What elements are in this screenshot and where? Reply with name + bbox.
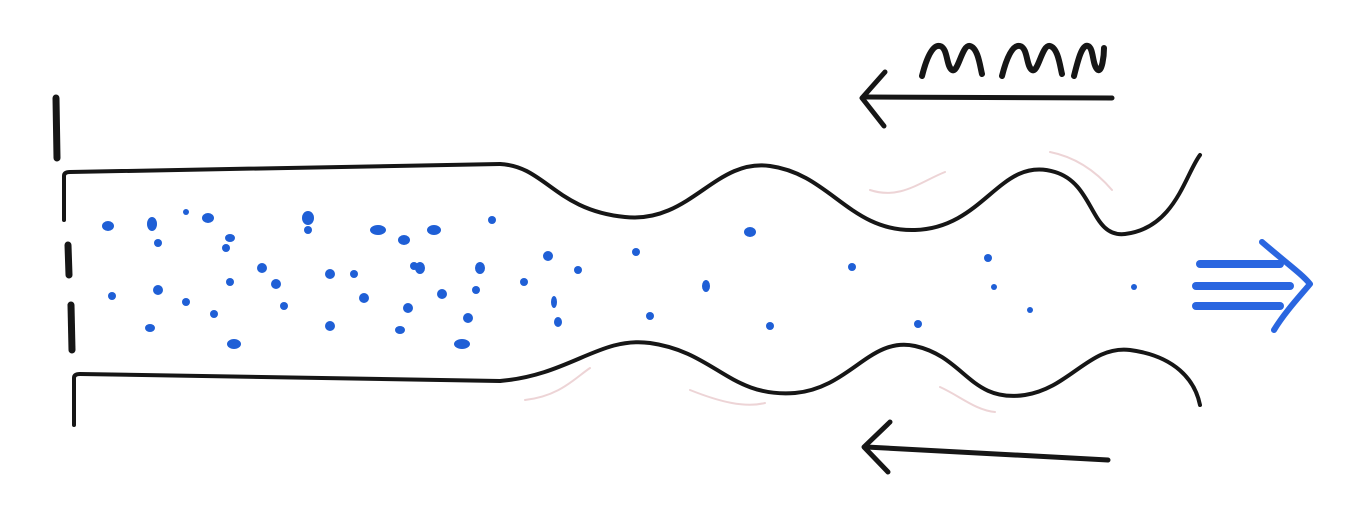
- particle-16: [271, 279, 281, 289]
- particle-5: [225, 234, 235, 242]
- particle-30: [427, 225, 441, 235]
- wave-label: MMM: [0, 0, 1107, 79]
- channel: [62, 151, 1202, 427]
- particle-45: [744, 227, 756, 237]
- particle-50: [991, 284, 997, 290]
- wave-direction-arrow-top: [859, 69, 1115, 129]
- particle-18: [302, 211, 314, 225]
- particles: [102, 209, 1137, 349]
- inlet-cap-top: [52, 94, 61, 162]
- particle-39: [551, 296, 557, 308]
- particle-48: [914, 320, 922, 328]
- particle-32: [463, 313, 473, 323]
- particle-8: [108, 292, 116, 300]
- particle-14: [226, 278, 234, 286]
- particle-27: [415, 262, 425, 274]
- particle-7: [183, 209, 189, 215]
- channel-lower-wall-wave: [498, 340, 1202, 407]
- particle-49: [984, 254, 992, 262]
- arrow-top-head: [859, 69, 888, 129]
- particle-10: [182, 298, 190, 306]
- particle-2: [147, 217, 157, 231]
- particle-52: [1131, 284, 1137, 290]
- particle-12: [210, 310, 218, 318]
- particle-13: [227, 339, 241, 349]
- flow-arrow-head: [1259, 239, 1313, 333]
- particle-40: [554, 317, 562, 327]
- channel-upper-wall-straight: [62, 162, 502, 222]
- particle-21: [350, 270, 358, 278]
- particle-46: [766, 322, 774, 330]
- arrow-bottom-shaft: [863, 444, 1111, 463]
- particle-17: [280, 302, 288, 310]
- particle-29: [395, 326, 405, 334]
- particle-41: [574, 266, 582, 274]
- particle-43: [646, 312, 654, 320]
- particle-51: [1027, 307, 1033, 313]
- particle-38: [543, 251, 553, 261]
- particle-15: [257, 263, 267, 273]
- channel-upper-wall-wave: [498, 153, 1202, 237]
- wave-label-text: MMM: [0, 0, 41, 4]
- particle-36: [488, 216, 496, 224]
- particle-3: [154, 239, 162, 247]
- particle-9: [153, 285, 163, 295]
- particle-28: [403, 303, 413, 313]
- arrow-top-shaft: [863, 94, 1115, 101]
- arrow-bottom-head: [861, 419, 893, 475]
- particle-24: [370, 225, 386, 235]
- particle-33: [472, 286, 480, 294]
- inlet-cap-mid-1: [64, 241, 73, 279]
- wave-direction-arrow-bottom: [861, 419, 1111, 475]
- inlet-cap: [52, 94, 76, 354]
- particle-37: [520, 278, 528, 286]
- particle-25: [398, 235, 410, 245]
- particle-44: [702, 280, 710, 292]
- particle-1: [102, 221, 114, 231]
- particle-42: [632, 248, 640, 256]
- channel-lower-wall-straight: [72, 372, 502, 427]
- inlet-cap-mid-2: [67, 301, 76, 354]
- particle-47: [848, 263, 856, 271]
- particle-35: [475, 262, 485, 274]
- particle-19: [304, 226, 312, 234]
- particle-34: [454, 339, 470, 349]
- wave-label-glyphs: [919, 42, 1107, 79]
- particle-6: [222, 244, 230, 252]
- flow-direction-arrow: [1192, 239, 1313, 333]
- particle-23: [359, 293, 369, 303]
- particle-20: [325, 269, 335, 279]
- particle-11: [145, 324, 155, 332]
- particle-22: [325, 321, 335, 331]
- upper-wave-shadow: [869, 151, 1113, 194]
- lower-wave-shadow: [524, 367, 996, 413]
- particle-4: [202, 213, 214, 223]
- particle-31: [437, 289, 447, 299]
